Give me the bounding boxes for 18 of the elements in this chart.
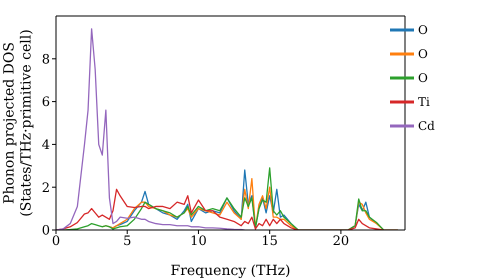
x-tick-label: 20 [332,234,350,250]
x-axis-title: Frequency (THz) [170,263,291,279]
x-tick-label: 0 [52,234,60,250]
y-tick-label: 4 [42,138,50,154]
y-tick-label: 0 [42,224,50,239]
y-tick-label: 2 [42,180,50,196]
legend-label: O [418,47,428,62]
legend-label: O [418,23,428,38]
x-tick-label: 5 [123,234,132,250]
legend-label: O [418,71,428,86]
line-series [56,28,246,230]
y-tick-label: 6 [42,95,50,110]
x-tick-label: 10 [190,234,207,250]
legend-label: Cd [418,119,435,134]
x-tick-label: 15 [261,234,278,250]
y-axis-title: Phonon projected DOS (States/THz·primitive cell) [2,29,34,217]
y-tick-label: 8 [42,52,50,68]
legend-label: Ti [418,95,430,110]
